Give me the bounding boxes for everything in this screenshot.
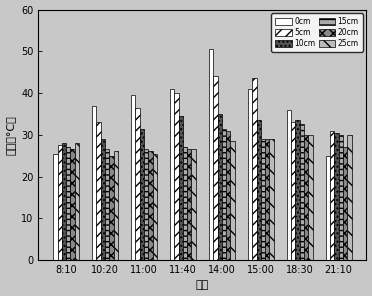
Bar bbox=[304, 135, 308, 260]
Bar bbox=[105, 149, 109, 260]
Bar bbox=[343, 147, 347, 260]
Bar bbox=[92, 106, 96, 260]
Bar bbox=[53, 154, 58, 260]
Bar bbox=[269, 139, 274, 260]
Bar bbox=[144, 149, 148, 260]
Bar bbox=[179, 116, 183, 260]
Bar bbox=[347, 135, 352, 260]
Bar bbox=[209, 49, 213, 260]
Bar bbox=[131, 95, 135, 260]
Bar bbox=[70, 149, 75, 260]
Bar bbox=[66, 147, 70, 260]
Bar bbox=[192, 149, 196, 260]
Bar bbox=[308, 135, 312, 260]
Bar bbox=[153, 154, 157, 260]
Bar bbox=[261, 139, 265, 260]
Bar bbox=[326, 156, 330, 260]
Bar bbox=[339, 135, 343, 260]
Bar bbox=[287, 110, 291, 260]
Bar bbox=[291, 122, 295, 260]
Bar bbox=[75, 143, 79, 260]
X-axis label: 时间: 时间 bbox=[196, 280, 209, 290]
Bar bbox=[187, 149, 192, 260]
Bar bbox=[140, 128, 144, 260]
Bar bbox=[226, 131, 230, 260]
Bar bbox=[334, 133, 339, 260]
Bar bbox=[148, 152, 153, 260]
Bar bbox=[295, 120, 300, 260]
Bar bbox=[174, 93, 179, 260]
Bar bbox=[248, 89, 252, 260]
Bar bbox=[170, 89, 174, 260]
Bar bbox=[230, 141, 235, 260]
Bar bbox=[113, 152, 118, 260]
Bar bbox=[222, 128, 226, 260]
Bar bbox=[330, 131, 334, 260]
Bar bbox=[252, 78, 257, 260]
Legend: 0cm, 5cm, 10cm, 15cm, 20cm, 25cm: 0cm, 5cm, 10cm, 15cm, 20cm, 25cm bbox=[272, 13, 363, 52]
Bar bbox=[109, 156, 113, 260]
Bar bbox=[135, 108, 140, 260]
Bar bbox=[257, 120, 261, 260]
Bar bbox=[96, 122, 101, 260]
Bar bbox=[101, 139, 105, 260]
Bar bbox=[300, 124, 304, 260]
Bar bbox=[58, 145, 62, 260]
Bar bbox=[213, 76, 218, 260]
Bar bbox=[265, 139, 269, 260]
Y-axis label: 温度（°C）: 温度（°C） bbox=[6, 115, 16, 155]
Bar bbox=[62, 143, 66, 260]
Bar bbox=[183, 147, 187, 260]
Bar bbox=[218, 114, 222, 260]
